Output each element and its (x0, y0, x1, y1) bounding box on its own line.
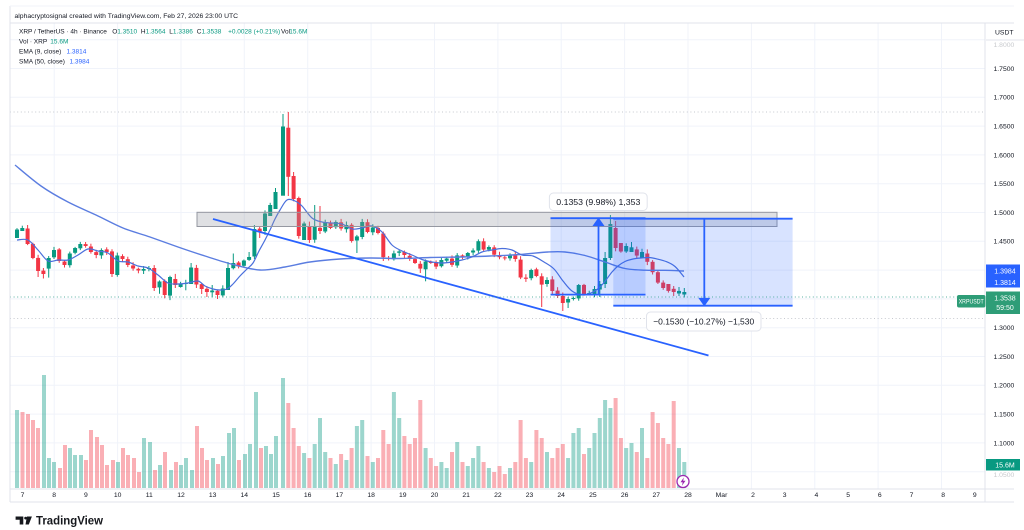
svg-text:1.3814: 1.3814 (994, 280, 1016, 287)
svg-text:18: 18 (367, 492, 375, 499)
svg-text:13: 13 (209, 492, 217, 499)
svg-text:1.3984: 1.3984 (70, 59, 90, 66)
svg-text:9: 9 (973, 492, 977, 499)
svg-text:XRP / TetherUS · 4h · Binance: XRP / TetherUS · 4h · Binance (19, 29, 107, 36)
svg-text:1.3814: 1.3814 (67, 49, 87, 56)
svg-text:1.1500: 1.1500 (994, 412, 1015, 419)
svg-text:28: 28 (684, 492, 692, 499)
svg-text:1.2000: 1.2000 (994, 383, 1015, 390)
svg-text:Mar: Mar (716, 492, 728, 499)
svg-text:−0.1530 (−10.27%) −1,530: −0.1530 (−10.27%) −1,530 (653, 317, 754, 327)
svg-text:26: 26 (621, 492, 629, 499)
svg-text:20: 20 (431, 492, 439, 499)
svg-text:10: 10 (114, 492, 122, 499)
svg-text:15.6M: 15.6M (50, 39, 68, 46)
svg-text:1.6500: 1.6500 (994, 124, 1015, 131)
svg-text:TradingView: TradingView (36, 514, 103, 528)
svg-text:8: 8 (52, 492, 56, 499)
svg-text:L1.3386: L1.3386 (169, 29, 193, 36)
svg-text:1.2500: 1.2500 (994, 354, 1015, 361)
svg-text:1.1000: 1.1000 (994, 440, 1015, 447)
svg-text:2: 2 (751, 492, 755, 499)
svg-text:SMA (50, close): SMA (50, close) (19, 59, 65, 66)
svg-text:1.3538: 1.3538 (994, 295, 1016, 302)
svg-text:23: 23 (526, 492, 534, 499)
svg-text:XRPUSDT: XRPUSDT (959, 300, 984, 306)
svg-text:USDT: USDT (995, 30, 1014, 37)
svg-text:27: 27 (653, 492, 661, 499)
svg-text:24: 24 (557, 492, 565, 499)
svg-text:C1.3538: C1.3538 (197, 29, 222, 36)
svg-text:21: 21 (462, 492, 470, 499)
svg-text:+0.0028 (+0.21%): +0.0028 (+0.21%) (228, 29, 280, 36)
svg-text:Vol: Vol (281, 29, 291, 36)
svg-text:1.6000: 1.6000 (994, 152, 1015, 159)
svg-text:H1.3564: H1.3564 (141, 29, 166, 36)
svg-text:12: 12 (177, 492, 185, 499)
svg-text:O1.3510: O1.3510 (112, 29, 137, 36)
svg-text:Vol · XRP: Vol · XRP (19, 39, 47, 46)
svg-text:14: 14 (241, 492, 249, 499)
svg-text:EMA (9, close): EMA (9, close) (19, 49, 61, 56)
svg-text:9: 9 (84, 492, 88, 499)
svg-text:1.7000: 1.7000 (994, 95, 1015, 102)
svg-text:4: 4 (815, 492, 819, 499)
svg-text:25: 25 (589, 492, 597, 499)
svg-text:1.8000: 1.8000 (994, 42, 1015, 49)
svg-text:19: 19 (399, 492, 407, 499)
svg-text:16: 16 (304, 492, 312, 499)
svg-text:0.1353 (9.98%) 1,353: 0.1353 (9.98%) 1,353 (556, 197, 640, 207)
svg-text:17: 17 (336, 492, 344, 499)
svg-text:22: 22 (494, 492, 502, 499)
svg-text:1.5000: 1.5000 (994, 210, 1015, 217)
svg-text:1.7500: 1.7500 (994, 66, 1015, 73)
svg-text:7: 7 (21, 492, 25, 499)
svg-text:1.0500: 1.0500 (994, 472, 1015, 479)
svg-text:7: 7 (910, 492, 914, 499)
svg-text:1.3984: 1.3984 (994, 268, 1016, 275)
svg-text:15.6M: 15.6M (289, 29, 307, 36)
svg-text:alphacryptosignal created with: alphacryptosignal created with TradingVi… (15, 13, 239, 20)
svg-text:15: 15 (272, 492, 280, 499)
svg-text:11: 11 (146, 492, 153, 499)
svg-text:1.4500: 1.4500 (994, 239, 1015, 246)
svg-text:8: 8 (941, 492, 945, 499)
svg-text:6: 6 (878, 492, 882, 499)
svg-text:15.6M: 15.6M (995, 463, 1015, 470)
svg-text:59:50: 59:50 (996, 305, 1014, 312)
svg-text:1.5500: 1.5500 (994, 181, 1015, 188)
svg-text:3: 3 (783, 492, 787, 499)
svg-text:1.3000: 1.3000 (994, 325, 1015, 332)
svg-text:5: 5 (846, 492, 850, 499)
